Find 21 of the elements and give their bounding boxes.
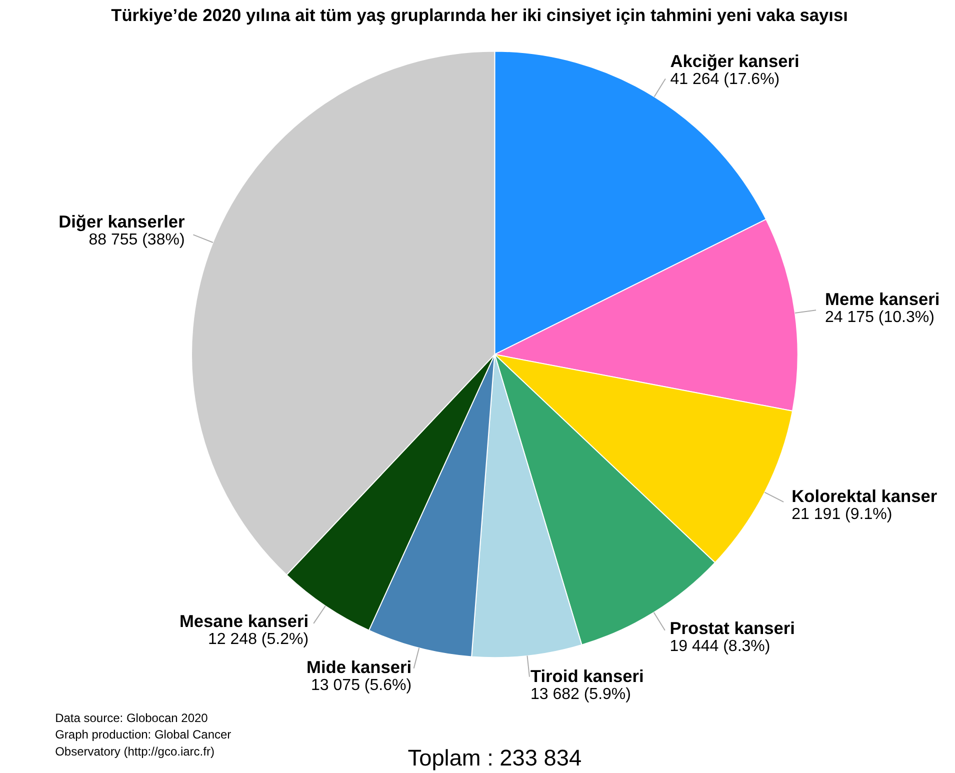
slice-label: Mide kanseri — [306, 657, 412, 678]
data-label: 13 682 (5.9%) — [530, 686, 631, 703]
data-label: 21 191 (9.1%) — [792, 506, 892, 524]
chart-title: Türkiye’de 2020 yılına ait tüm yaş gruplarında her iki cinsiyet için tahmini yeni vaka sayısı — [111, 5, 848, 26]
slice-label: Kolorektal kanser — [792, 486, 938, 506]
source-note: Data source: Globocan 2020 — [55, 711, 208, 726]
slice-label: Akciğer kanseri — [670, 51, 800, 72]
data-label: 88 755 (38%) — [88, 231, 185, 248]
data-label: 24 175 (10.3%) — [825, 308, 934, 326]
slice-label: Diğer kanserler — [58, 211, 186, 232]
data-label: 19 444 (8.3%) — [670, 638, 770, 656]
slice-label: Tiroid kanseri — [530, 666, 644, 686]
data-label: 13 075 (5.6%) — [311, 677, 412, 694]
text: Graph production: Global Cancer — [55, 728, 232, 742]
slice-label: Meme kanseri — [825, 288, 940, 309]
slice-label: Prostat kanseri — [670, 618, 795, 638]
text: Toplam : 233 834 — [408, 744, 582, 770]
data-label: 41 264 (17.6%) — [670, 71, 780, 88]
data-label: 12 248 (5.2%) — [208, 630, 309, 648]
slice-label: Mesane kanseri — [179, 610, 309, 631]
text: Observatory (http://gco.iarc.fr) — [55, 744, 214, 758]
